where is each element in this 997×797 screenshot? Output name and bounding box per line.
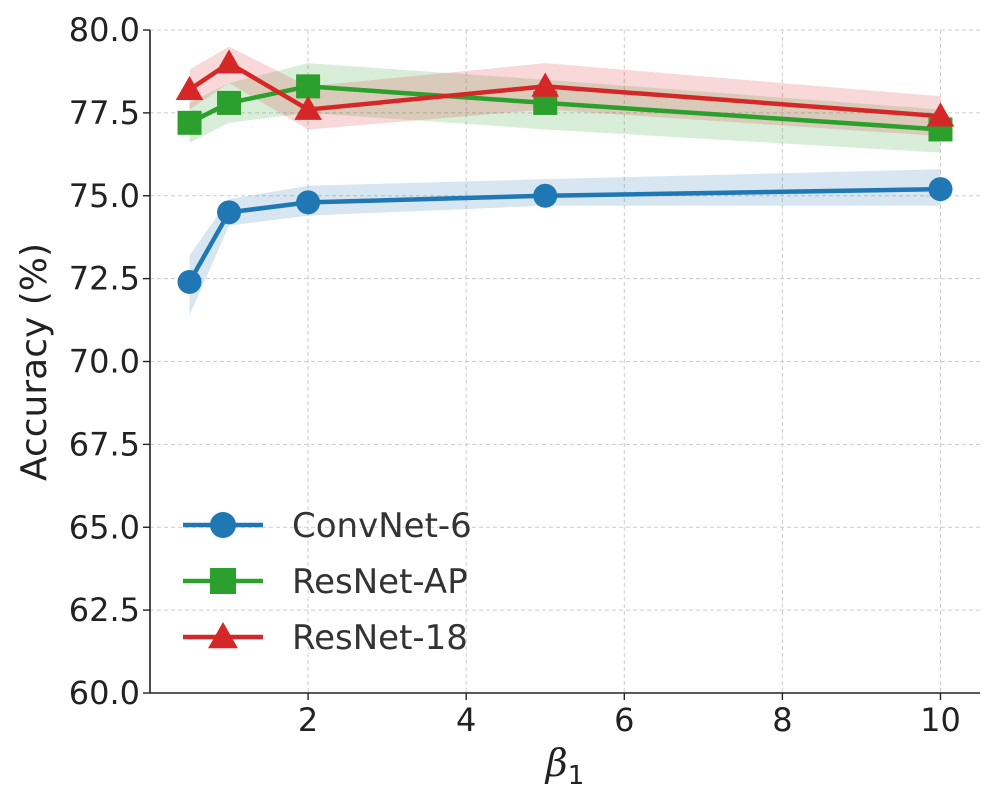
y-tick-label: 60.0 <box>69 674 140 712</box>
x-tick-label: 10 <box>920 701 961 739</box>
marker-2-1 <box>215 49 243 74</box>
legend-label-0: ConvNet-6 <box>292 506 472 546</box>
legend-marker-2 <box>208 622 238 649</box>
y-tick-label: 77.5 <box>69 94 140 132</box>
band-1 <box>189 63 941 153</box>
legend-marker-0 <box>210 512 236 538</box>
marker-1-1 <box>217 90 242 115</box>
x-axis-title-symbol: β <box>544 741 568 785</box>
marker-2-0 <box>175 75 204 101</box>
marker-0-4 <box>928 177 953 202</box>
y-tick-label: 62.5 <box>69 591 140 629</box>
confidence-bands <box>189 46 941 316</box>
y-tick-label: 67.5 <box>69 425 140 463</box>
series-markers <box>175 49 955 294</box>
tick-labels: 60.0 62.5 65.0 67.5 70.0 72.5 75.0 77.5 80.0 2 4 6 8… <box>69 11 961 739</box>
band-0 <box>189 169 941 316</box>
y-tick-label: 65.0 <box>69 508 140 546</box>
y-axis-title: Accuracy (%) <box>14 243 55 481</box>
band-2 <box>189 46 941 137</box>
marker-0-1 <box>217 200 242 225</box>
x-tick-label: 8 <box>772 701 792 739</box>
marker-0-0 <box>177 269 202 294</box>
marker-1-0 <box>177 110 202 135</box>
axes <box>143 29 980 700</box>
y-tick-label: 70.0 <box>69 343 140 381</box>
x-axis-title-subscript: 1 <box>568 761 585 791</box>
x-axis-title: β1 <box>544 741 585 791</box>
marker-0-3 <box>533 183 558 208</box>
marker-2-2 <box>294 95 322 120</box>
marker-2-4 <box>926 102 955 127</box>
x-tick-label: 6 <box>614 701 634 739</box>
y-tick-label: 72.5 <box>69 260 140 298</box>
marker-0-2 <box>296 190 321 215</box>
y-tick-label: 80.0 <box>69 11 140 49</box>
marker-1-2 <box>296 74 321 99</box>
marker-2-3 <box>531 72 560 97</box>
legend-label-2: ResNet-18 <box>292 618 468 658</box>
y-tick-label: 75.0 <box>69 177 140 215</box>
x-tick-label: 2 <box>298 701 318 739</box>
legend: ConvNet-6 ResNet-AP ResNet-18 <box>183 506 472 658</box>
legend-marker-1 <box>210 568 236 594</box>
x-tick-label: 4 <box>456 701 476 739</box>
legend-label-1: ResNet-AP <box>292 562 468 602</box>
